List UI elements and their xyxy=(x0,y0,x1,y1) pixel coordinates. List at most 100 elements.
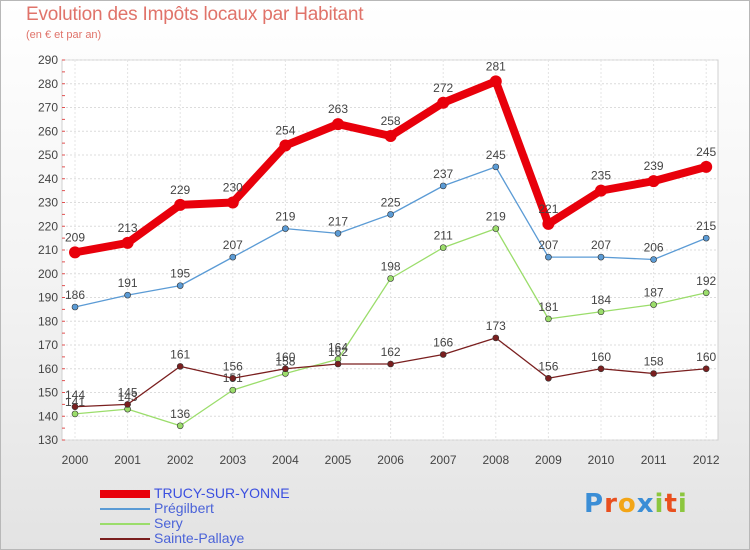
data-point xyxy=(492,163,500,171)
data-point xyxy=(384,130,397,142)
data-label: 166 xyxy=(433,336,453,350)
proxiti-logo: Proxiti xyxy=(584,489,688,519)
x-tick-label: 2005 xyxy=(325,453,352,467)
legend-label: Sainte-Pallaye xyxy=(154,530,245,546)
data-point xyxy=(439,182,447,190)
y-tick-label: 280 xyxy=(38,77,58,91)
chart-title: Evolution des Impôts locaux par Habitant xyxy=(26,4,364,25)
y-tick-label: 240 xyxy=(38,172,58,186)
x-tick-label: 2007 xyxy=(430,453,457,467)
data-label: 160 xyxy=(696,350,716,364)
data-label: 245 xyxy=(486,148,506,162)
data-label: 206 xyxy=(644,241,664,255)
data-point xyxy=(229,374,237,382)
data-label: 209 xyxy=(65,230,85,244)
data-label: 213 xyxy=(118,221,138,235)
data-point xyxy=(332,118,344,131)
y-tick-label: 190 xyxy=(38,291,58,305)
data-point xyxy=(282,365,289,373)
data-label: 221 xyxy=(538,202,558,216)
data-label: 162 xyxy=(328,345,348,359)
data-point xyxy=(492,225,500,232)
data-label: 187 xyxy=(644,286,664,300)
data-point xyxy=(71,303,79,311)
data-label: 186 xyxy=(65,288,85,302)
data-label: 173 xyxy=(486,319,506,333)
y-tick-label: 170 xyxy=(38,338,58,352)
y-tick-label: 200 xyxy=(38,267,58,281)
data-label: 156 xyxy=(538,359,558,373)
data-point xyxy=(229,386,237,394)
legend-swatch xyxy=(100,489,150,498)
data-point xyxy=(439,351,447,358)
legend-swatch xyxy=(100,507,150,510)
x-tick-label: 2008 xyxy=(482,453,509,467)
data-label: 191 xyxy=(118,276,138,290)
data-point xyxy=(334,360,342,368)
data-label: 237 xyxy=(433,167,453,181)
data-label: 217 xyxy=(328,214,348,228)
legend-entry: Sery xyxy=(100,516,290,531)
data-label: 207 xyxy=(538,238,558,252)
data-point xyxy=(226,196,239,209)
data-label: 158 xyxy=(275,355,295,369)
data-point xyxy=(174,198,187,211)
y-tick-label: 150 xyxy=(38,386,58,400)
data-point xyxy=(542,217,555,230)
data-point xyxy=(545,253,552,261)
x-tick-label: 2003 xyxy=(219,453,246,467)
data-label: 272 xyxy=(433,81,453,95)
data-point xyxy=(702,289,710,297)
data-point xyxy=(597,365,605,373)
data-label: 258 xyxy=(381,114,401,128)
data-label: 136 xyxy=(170,407,190,421)
legend-entry: Sainte-Pallaye xyxy=(100,531,290,546)
x-tick-label: 2004 xyxy=(272,453,299,467)
data-label: 156 xyxy=(223,359,243,373)
x-tick-label: 2002 xyxy=(167,453,194,467)
y-tick-label: 260 xyxy=(38,124,58,138)
data-point xyxy=(71,410,79,418)
x-tick-label: 2010 xyxy=(588,453,615,467)
data-label: 158 xyxy=(644,355,664,369)
y-tick-label: 180 xyxy=(38,314,58,328)
data-point xyxy=(647,175,660,188)
data-point xyxy=(597,253,605,261)
data-point xyxy=(492,334,500,342)
y-tick-label: 140 xyxy=(38,409,58,423)
data-label: 141 xyxy=(65,395,85,409)
data-label: 235 xyxy=(591,169,611,183)
chart-subtitle: (en € et par an) xyxy=(26,29,102,41)
data-point xyxy=(702,234,710,242)
data-label: 161 xyxy=(170,347,190,361)
data-point xyxy=(176,363,184,370)
data-point xyxy=(387,360,394,368)
data-label: 230 xyxy=(223,181,243,195)
chart-legend: TRUCY-SUR-YONNE Prégilbert Sery Sainte-Pall… xyxy=(100,486,290,546)
data-label: 254 xyxy=(275,124,295,138)
x-tick-label: 2009 xyxy=(535,453,562,467)
data-point xyxy=(597,308,605,316)
x-tick-label: 2006 xyxy=(377,453,404,467)
data-label: 181 xyxy=(538,300,558,314)
data-point xyxy=(700,160,713,173)
data-label: 281 xyxy=(486,59,506,73)
x-tick-label: 2000 xyxy=(62,453,89,467)
data-label: 192 xyxy=(696,274,716,288)
data-point xyxy=(489,75,502,88)
data-point xyxy=(387,211,394,218)
data-label: 207 xyxy=(591,238,611,252)
legend-label: Prégilbert xyxy=(154,500,214,516)
x-tick-label: 2001 xyxy=(114,453,141,467)
data-point xyxy=(650,301,657,308)
x-tick-label: 2011 xyxy=(641,453,667,467)
legend-label: Sery xyxy=(154,515,183,531)
data-label: 239 xyxy=(644,159,664,173)
data-point xyxy=(69,246,81,259)
y-tick-label: 230 xyxy=(38,196,58,210)
data-label: 164 xyxy=(328,340,348,354)
data-point xyxy=(176,422,184,430)
data-point xyxy=(121,236,134,249)
data-point xyxy=(387,275,394,282)
